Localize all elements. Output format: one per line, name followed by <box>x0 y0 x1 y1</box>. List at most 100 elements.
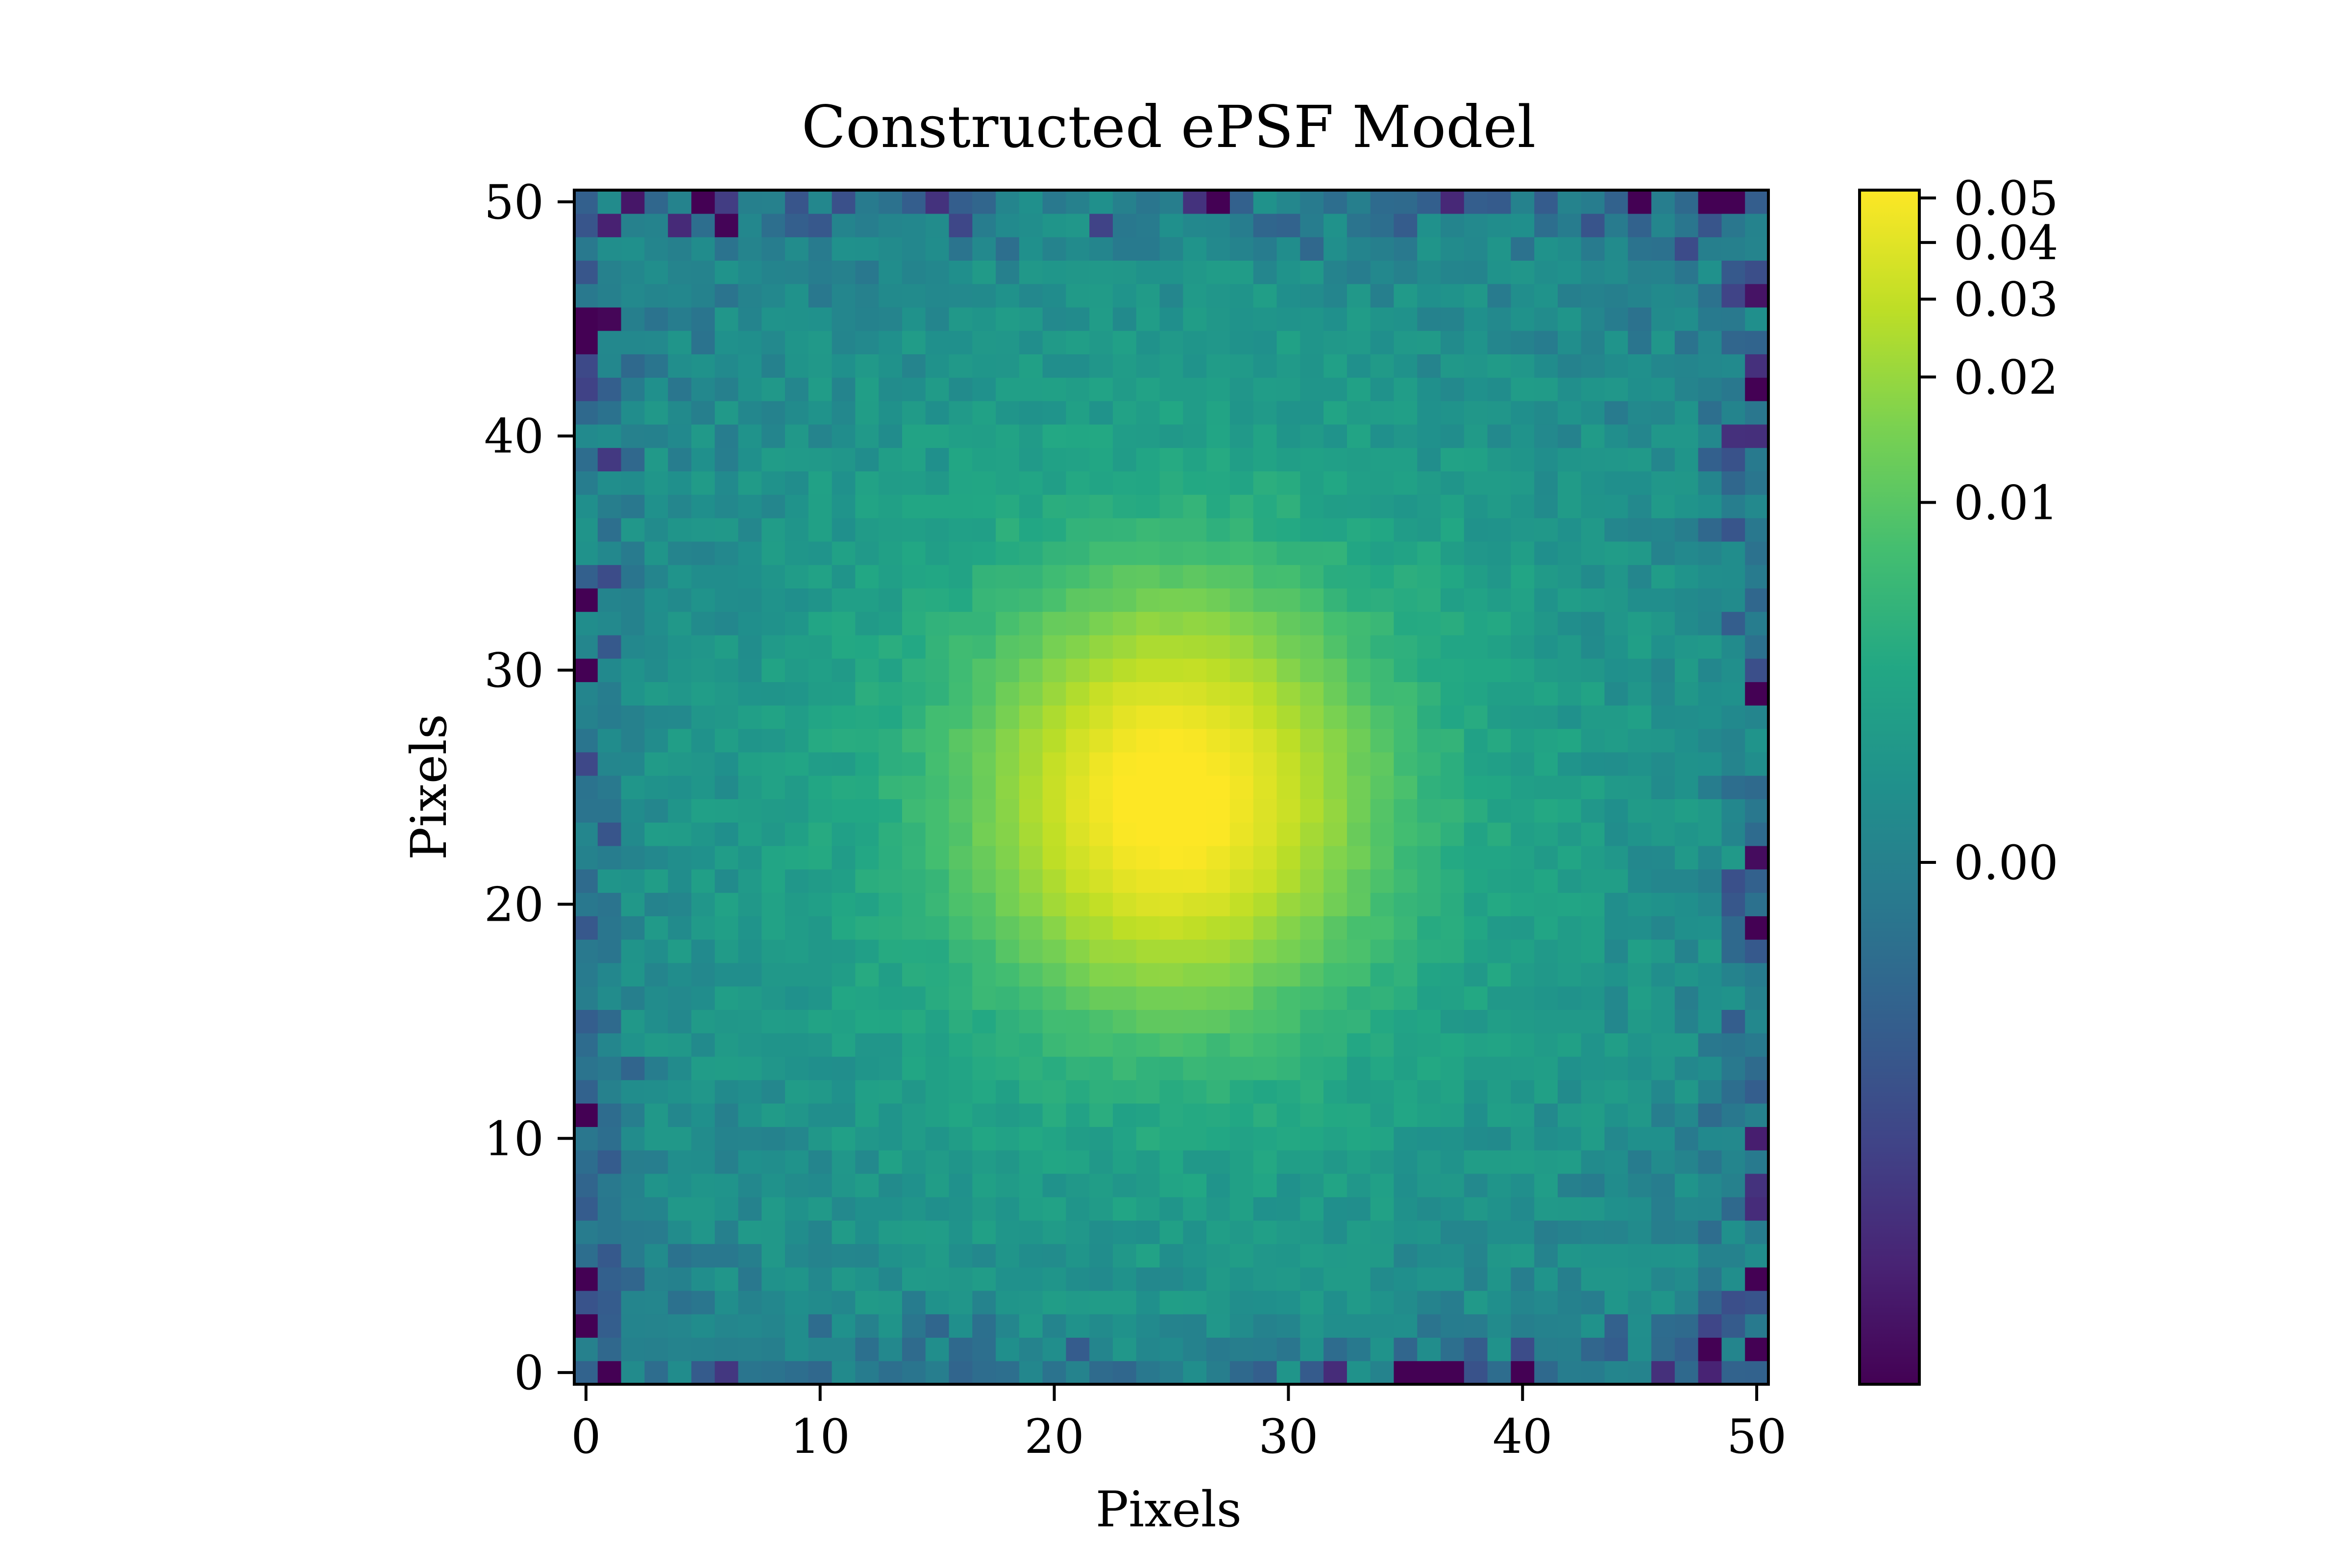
heatmap-cell <box>1347 1009 1371 1033</box>
heatmap-cell <box>1042 822 1067 846</box>
heatmap-cell <box>879 564 903 588</box>
heatmap-cell <box>644 845 668 870</box>
heatmap-cell <box>668 237 692 261</box>
heatmap-cell <box>644 612 668 636</box>
heatmap-cell <box>1323 1127 1348 1151</box>
heatmap-cell <box>1159 588 1183 612</box>
heatmap-cell <box>1253 1361 1277 1385</box>
heatmap-cell <box>1136 1103 1160 1127</box>
heatmap-cell <box>1300 1314 1324 1338</box>
heatmap-cell <box>1370 1244 1395 1268</box>
heatmap-cell <box>1113 424 1137 448</box>
heatmap-cell <box>1721 1337 1745 1361</box>
heatmap-cell <box>691 1361 715 1385</box>
heatmap-cell <box>972 612 996 636</box>
heatmap-cell <box>1674 1290 1699 1315</box>
heatmap-cell <box>1417 845 1441 870</box>
heatmap-cell <box>1511 1103 1535 1127</box>
heatmap-cell <box>1511 822 1535 846</box>
heatmap-cell <box>1534 892 1558 916</box>
heatmap-cell <box>1604 494 1628 518</box>
heatmap-cell <box>1066 635 1090 659</box>
heatmap-cell <box>1745 377 1769 401</box>
heatmap-cell <box>1370 354 1395 378</box>
heatmap-cell <box>1394 752 1418 776</box>
heatmap-cell <box>1066 1056 1090 1080</box>
heatmap-cell <box>925 682 950 706</box>
heatmap-cell <box>1721 1290 1745 1315</box>
heatmap-cell <box>925 658 950 683</box>
heatmap-cell <box>1066 939 1090 963</box>
heatmap-cell <box>1674 1337 1699 1361</box>
heatmap-cell <box>1417 962 1441 987</box>
heatmap-cell <box>1253 330 1277 355</box>
heatmap-cell <box>1019 775 1043 799</box>
heatmap-cell <box>902 1079 926 1104</box>
heatmap-cell <box>1604 1150 1628 1174</box>
heatmap-cell <box>1394 1267 1418 1291</box>
heatmap-cell <box>1229 588 1254 612</box>
heatmap-cell <box>808 1244 833 1268</box>
heatmap-cell <box>1323 658 1348 683</box>
heatmap-cell <box>1159 284 1183 308</box>
heatmap-cell <box>574 1244 598 1268</box>
heatmap-cell <box>668 1220 692 1244</box>
heatmap-cell <box>855 869 879 893</box>
colorbar-tick-label: 0.03 <box>1954 272 2058 327</box>
heatmap-cell <box>1394 892 1418 916</box>
heatmap-cell <box>808 752 833 776</box>
heatmap-cell <box>1628 1314 1652 1338</box>
heatmap-cell <box>1745 1197 1769 1221</box>
heatmap-cell <box>574 916 598 940</box>
heatmap-cell <box>1698 705 1722 729</box>
heatmap-cell <box>785 237 809 261</box>
heatmap-cell <box>1628 190 1652 214</box>
heatmap-cell <box>1323 822 1348 846</box>
heatmap-cell <box>1370 377 1395 401</box>
heatmap-cell <box>1441 1150 1465 1174</box>
heatmap-cell <box>1417 284 1441 308</box>
heatmap-cell <box>597 1056 622 1080</box>
heatmap-cell <box>1394 284 1418 308</box>
heatmap-cell <box>1464 260 1488 284</box>
heatmap-cell <box>1347 354 1371 378</box>
heatmap-cell <box>1745 729 1769 753</box>
heatmap-cell <box>1183 939 1207 963</box>
heatmap-cell <box>597 1079 622 1104</box>
heatmap-cell <box>1347 845 1371 870</box>
heatmap-cell <box>1370 939 1395 963</box>
heatmap-cell <box>1159 729 1183 753</box>
heatmap-cell <box>855 1337 879 1361</box>
heatmap-cell <box>1089 330 1113 355</box>
heatmap-cell <box>1042 939 1067 963</box>
heatmap-cell <box>972 1290 996 1315</box>
heatmap-cell <box>1628 1173 1652 1198</box>
heatmap-cell <box>761 1103 785 1127</box>
heatmap-cell <box>949 1103 973 1127</box>
heatmap-cell <box>644 1244 668 1268</box>
heatmap-cell <box>761 635 785 659</box>
heatmap-cell <box>855 1314 879 1338</box>
heatmap-cell <box>1628 775 1652 799</box>
heatmap-cell <box>832 775 856 799</box>
heatmap-cell <box>1745 799 1769 823</box>
heatmap-cell <box>1370 260 1395 284</box>
heatmap-cell <box>691 845 715 870</box>
heatmap-cell <box>1674 1314 1699 1338</box>
heatmap-cell <box>808 1033 833 1057</box>
heatmap-cell <box>785 822 809 846</box>
heatmap-cell <box>808 705 833 729</box>
heatmap-cell <box>879 471 903 495</box>
heatmap-cell <box>644 237 668 261</box>
heatmap-cell <box>1136 1361 1160 1385</box>
heatmap-cell <box>1136 588 1160 612</box>
heatmap-cell <box>1113 1197 1137 1221</box>
heatmap-cell <box>902 424 926 448</box>
heatmap-cell <box>1394 1150 1418 1174</box>
heatmap-cell <box>597 845 622 870</box>
heatmap-cell <box>1534 1103 1558 1127</box>
heatmap-cell <box>949 1173 973 1198</box>
heatmap-cell <box>1206 729 1230 753</box>
heatmap-cell <box>597 658 622 683</box>
heatmap-cell <box>1183 494 1207 518</box>
